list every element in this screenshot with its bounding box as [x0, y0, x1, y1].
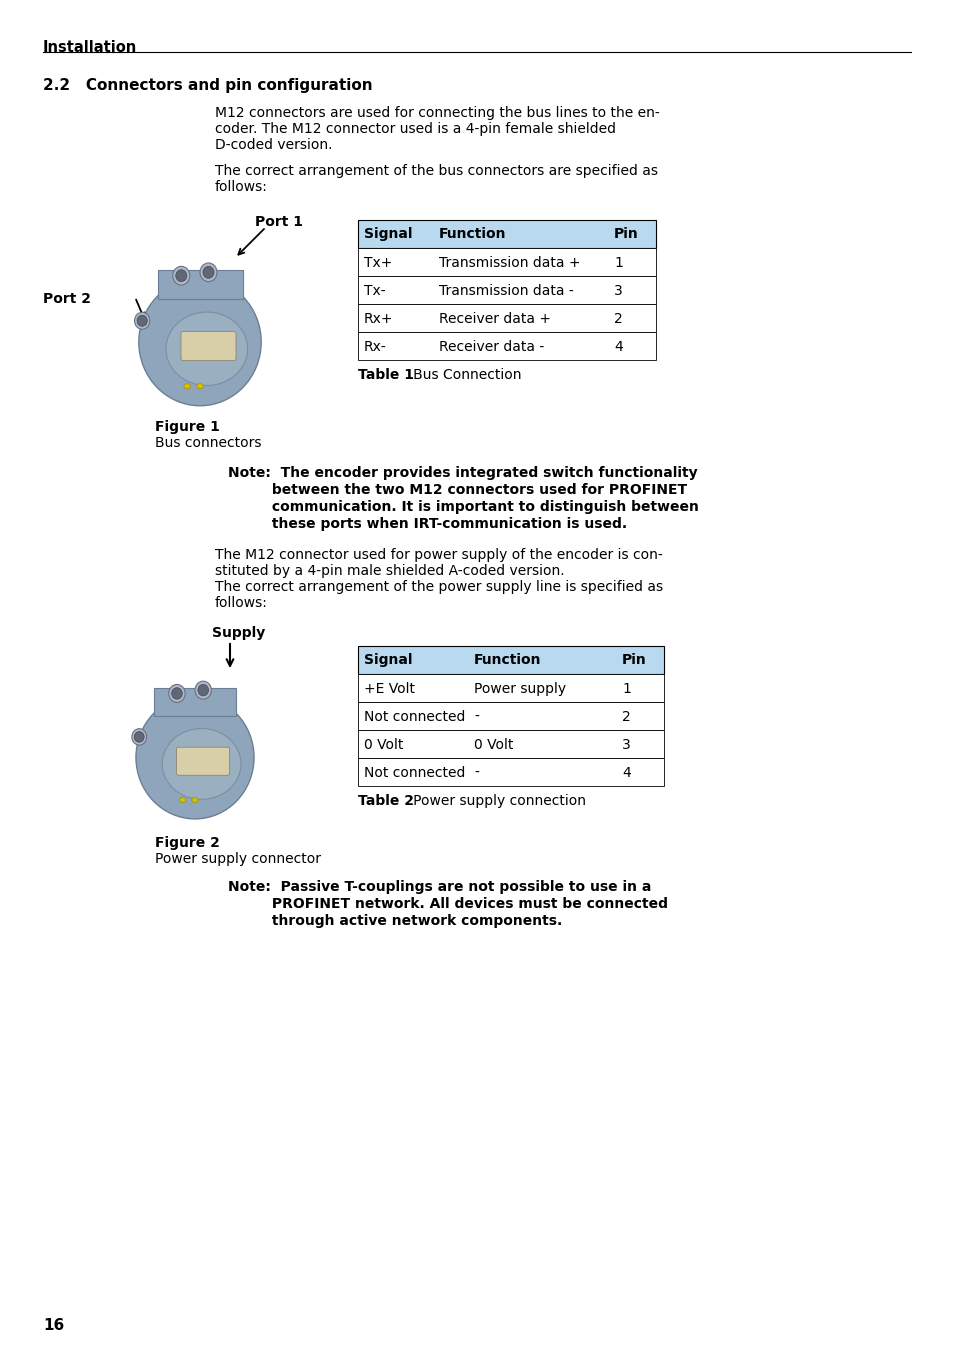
Ellipse shape — [192, 798, 198, 803]
Text: -: - — [474, 766, 478, 780]
Text: Tx-: Tx- — [364, 284, 385, 298]
Text: 2: 2 — [621, 709, 630, 724]
Text: Not connected: Not connected — [364, 766, 465, 780]
Text: Power supply: Power supply — [474, 682, 565, 696]
Bar — [357, 730, 663, 758]
Text: PROFINET network. All devices must be connected: PROFINET network. All devices must be co… — [228, 896, 667, 911]
Ellipse shape — [172, 688, 182, 699]
Bar — [357, 305, 656, 332]
Text: Not connected: Not connected — [364, 709, 465, 724]
Text: M12 connectors are used for connecting the bus lines to the en-: M12 connectors are used for connecting t… — [214, 106, 659, 121]
Ellipse shape — [136, 696, 253, 819]
FancyBboxPatch shape — [176, 747, 230, 776]
Ellipse shape — [172, 267, 190, 286]
Ellipse shape — [196, 383, 203, 389]
Bar — [357, 646, 663, 674]
Text: Power supply connector: Power supply connector — [154, 852, 320, 867]
Text: Power supply connection: Power supply connection — [399, 793, 585, 808]
Text: 4: 4 — [614, 340, 622, 353]
Text: Transmission data -: Transmission data - — [438, 284, 573, 298]
Text: Signal: Signal — [364, 227, 412, 241]
Text: 3: 3 — [614, 284, 622, 298]
Text: stituted by a 4-pin male shielded A-coded version.: stituted by a 4-pin male shielded A-code… — [214, 565, 564, 578]
Text: 1: 1 — [621, 682, 630, 696]
Text: -: - — [474, 709, 478, 724]
Bar — [357, 276, 656, 305]
Bar — [357, 674, 663, 701]
Bar — [357, 701, 663, 730]
Text: Table 1: Table 1 — [357, 368, 414, 382]
Bar — [158, 269, 243, 299]
Ellipse shape — [166, 311, 248, 386]
Text: Installation: Installation — [43, 41, 137, 56]
Text: 3: 3 — [621, 738, 630, 751]
Ellipse shape — [137, 315, 147, 326]
Bar — [357, 219, 656, 248]
Ellipse shape — [169, 684, 185, 703]
Text: Rx-: Rx- — [364, 340, 386, 353]
Text: between the two M12 connectors used for PROFINET: between the two M12 connectors used for … — [228, 483, 686, 497]
Text: these ports when IRT-communication is used.: these ports when IRT-communication is us… — [228, 517, 626, 531]
Text: follows:: follows: — [214, 596, 268, 611]
Bar — [357, 758, 663, 787]
Ellipse shape — [194, 681, 212, 699]
Ellipse shape — [134, 313, 150, 329]
Text: The correct arrangement of the power supply line is specified as: The correct arrangement of the power sup… — [214, 580, 662, 594]
Text: 2.2   Connectors and pin configuration: 2.2 Connectors and pin configuration — [43, 79, 373, 93]
Text: Port 1: Port 1 — [254, 215, 303, 229]
Text: Note:  The encoder provides integrated switch functionality: Note: The encoder provides integrated sw… — [228, 466, 697, 481]
Text: Bus connectors: Bus connectors — [154, 436, 261, 450]
Text: 0 Volt: 0 Volt — [474, 738, 513, 751]
Text: Bus Connection: Bus Connection — [399, 368, 521, 382]
Ellipse shape — [184, 383, 191, 389]
Text: Port 2: Port 2 — [43, 292, 91, 306]
Text: Figure 2: Figure 2 — [154, 835, 219, 850]
Text: Rx+: Rx+ — [364, 311, 393, 326]
Text: 2: 2 — [614, 311, 622, 326]
Text: through active network components.: through active network components. — [228, 914, 561, 927]
Text: Receiver data -: Receiver data - — [438, 340, 543, 353]
Ellipse shape — [134, 731, 144, 742]
FancyBboxPatch shape — [181, 332, 235, 360]
Text: Supply: Supply — [212, 626, 265, 640]
Text: communication. It is important to distinguish between: communication. It is important to distin… — [228, 500, 699, 515]
Ellipse shape — [197, 684, 209, 696]
Text: 1: 1 — [614, 256, 622, 269]
Text: follows:: follows: — [214, 180, 268, 194]
Ellipse shape — [132, 728, 147, 745]
Ellipse shape — [179, 798, 186, 803]
Text: Receiver data +: Receiver data + — [438, 311, 551, 326]
Ellipse shape — [175, 269, 187, 282]
Bar — [153, 688, 235, 716]
Ellipse shape — [138, 279, 261, 406]
Text: D-coded version.: D-coded version. — [214, 138, 333, 152]
Text: Function: Function — [438, 227, 506, 241]
Text: Pin: Pin — [621, 653, 646, 668]
Text: 0 Volt: 0 Volt — [364, 738, 403, 751]
Text: Signal: Signal — [364, 653, 412, 668]
Text: +E Volt: +E Volt — [364, 682, 415, 696]
Ellipse shape — [162, 728, 241, 799]
Bar — [357, 332, 656, 360]
Text: The correct arrangement of the bus connectors are specified as: The correct arrangement of the bus conne… — [214, 164, 658, 177]
Text: Figure 1: Figure 1 — [154, 420, 219, 435]
Text: 16: 16 — [43, 1317, 64, 1332]
Text: 4: 4 — [621, 766, 630, 780]
Text: Tx+: Tx+ — [364, 256, 392, 269]
Text: coder. The M12 connector used is a 4-pin female shielded: coder. The M12 connector used is a 4-pin… — [214, 122, 616, 135]
Ellipse shape — [200, 263, 216, 282]
Text: The M12 connector used for power supply of the encoder is con-: The M12 connector used for power supply … — [214, 548, 662, 562]
Text: Table 2: Table 2 — [357, 793, 414, 808]
Text: Note:  Passive T-couplings are not possible to use in a: Note: Passive T-couplings are not possib… — [228, 880, 651, 894]
Bar — [357, 248, 656, 276]
Text: Pin: Pin — [614, 227, 639, 241]
Text: Function: Function — [474, 653, 541, 668]
Ellipse shape — [203, 267, 213, 279]
Text: Transmission data +: Transmission data + — [438, 256, 579, 269]
